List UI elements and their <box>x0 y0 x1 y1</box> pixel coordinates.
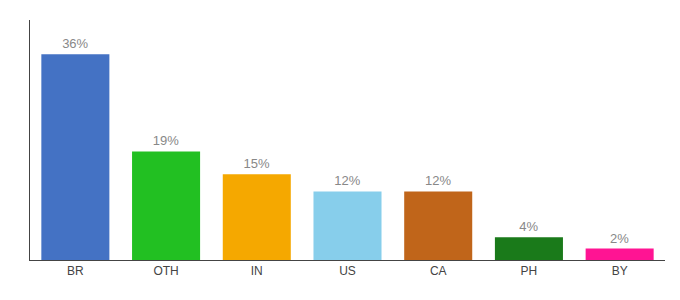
svg-text:12%: 12% <box>425 173 451 188</box>
svg-text:US: US <box>339 264 356 278</box>
svg-text:4%: 4% <box>519 219 538 234</box>
svg-text:BR: BR <box>67 264 84 278</box>
svg-text:IN: IN <box>251 264 263 278</box>
svg-text:BY: BY <box>612 264 628 278</box>
svg-text:15%: 15% <box>244 156 270 171</box>
svg-text:2%: 2% <box>610 231 629 246</box>
svg-text:OTH: OTH <box>153 264 178 278</box>
svg-text:12%: 12% <box>334 173 360 188</box>
svg-text:19%: 19% <box>153 133 179 148</box>
svg-text:CA: CA <box>430 264 447 278</box>
svg-text:PH: PH <box>521 264 538 278</box>
svg-text:36%: 36% <box>62 36 88 51</box>
